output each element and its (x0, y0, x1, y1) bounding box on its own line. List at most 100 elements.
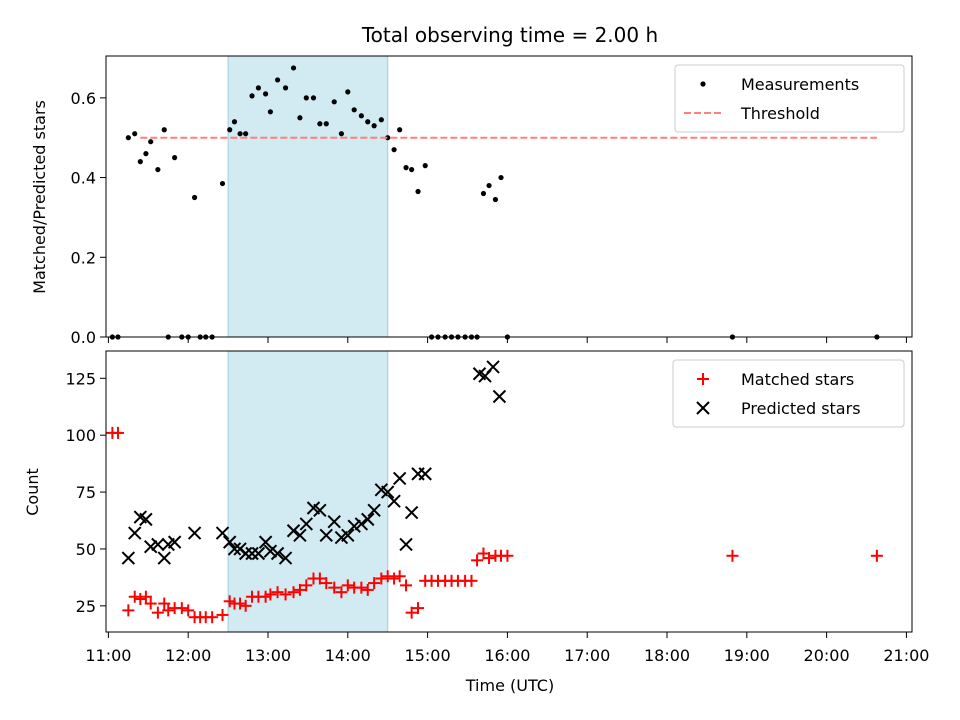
predicted-point (293, 528, 307, 543)
y-tick-label: 50 (76, 540, 96, 559)
matched-point (355, 581, 368, 594)
legend-predicted-label: Predicted stars (741, 399, 861, 418)
measurement-point (143, 151, 149, 157)
predicted-point (278, 551, 293, 565)
matched-point (393, 570, 406, 583)
y-tick-label: 125 (65, 369, 96, 388)
matched-point (206, 611, 219, 624)
bottom-y-axis-label: Count (23, 468, 42, 516)
measurement-point (249, 93, 255, 99)
predicted-point (387, 494, 401, 508)
measurement-point (422, 163, 428, 169)
top-x-ticks (107, 337, 907, 343)
predicted-point (270, 546, 285, 561)
x-tick-label: 13:00 (245, 646, 291, 665)
measurement-point (378, 117, 384, 123)
x-tick-label: 15:00 (405, 646, 451, 665)
matched-point (151, 606, 164, 619)
y-tick-label: 0.4 (71, 169, 96, 188)
matched-point (162, 604, 175, 617)
count-series (106, 360, 883, 624)
measurement-point (297, 115, 303, 121)
bottom-axes-frame (105, 350, 913, 633)
measurement-point (338, 131, 345, 137)
legend-predicted-marker (696, 401, 710, 415)
matched-point (412, 602, 425, 615)
measurement-point (267, 109, 273, 115)
matched-point (300, 579, 313, 592)
top-legend: Measurements Threshold (674, 64, 905, 133)
predicted-point (157, 551, 171, 565)
predicted-point (404, 505, 419, 520)
matched-point (341, 579, 354, 592)
matched-point (335, 586, 348, 599)
predicted-point (418, 467, 432, 481)
matched-point (471, 554, 484, 567)
matched-point (111, 426, 124, 439)
x-tick-label: 12:00 (165, 646, 211, 665)
measurement-point (397, 127, 403, 133)
predicted-point (227, 542, 242, 556)
matched-point (122, 604, 135, 617)
measurement-point (323, 121, 329, 127)
matched-point (239, 599, 252, 612)
x-tick-label: 18:00 (644, 646, 690, 665)
matched-point (361, 583, 374, 596)
predicted-point (139, 512, 153, 527)
measurement-point (358, 113, 364, 119)
matched-point (381, 570, 394, 583)
predicted-point (143, 539, 158, 554)
measurement-point (219, 180, 226, 187)
measurement-point (331, 99, 337, 105)
predicted-point (251, 546, 266, 561)
legend-measurements-marker (700, 81, 706, 87)
predicted-point (361, 512, 375, 527)
bottom-y-ticks: 25 50 75 100 125 (65, 369, 106, 616)
predicted-point (354, 517, 369, 531)
top-y-axis-label: Matched/Predicted stars (30, 100, 49, 294)
matched-point (870, 549, 883, 562)
measurement-point (237, 131, 243, 137)
measurement-point (480, 190, 487, 197)
x-tick-label: 14:00 (325, 646, 371, 665)
top-panel: Total observing time = 2.00 h 0.00.20.40… (30, 23, 913, 347)
predicted-point (286, 524, 301, 538)
highlight-span (227, 56, 389, 337)
measurement-point (498, 174, 504, 181)
measurement-point (125, 135, 131, 141)
predicted-point (299, 517, 314, 531)
measurement-point (282, 85, 289, 91)
x-tick-label: 16:00 (484, 646, 530, 665)
predicted-point (347, 519, 361, 533)
measurement-point (255, 85, 262, 91)
bottom-legend: Matched stars Predicted stars (672, 359, 905, 428)
top-legend-box (674, 64, 905, 133)
matched-point (501, 549, 514, 562)
matched-point (264, 588, 277, 601)
measurement-point (492, 196, 499, 203)
y-tick-label: 75 (76, 483, 96, 502)
matched-point (483, 552, 496, 565)
measurement-point (172, 155, 178, 161)
predicted-point (492, 389, 507, 404)
legend-measurements-label: Measurements (741, 75, 859, 94)
measurement-point (148, 139, 154, 145)
y-tick-label: 100 (65, 426, 96, 445)
predicted-point (121, 551, 136, 565)
matched-point (726, 549, 739, 562)
measurement-point (137, 159, 143, 165)
measurement-point (310, 95, 317, 101)
predicted-point (215, 526, 230, 540)
predicted-point (399, 537, 413, 552)
bottom-x-ticks: 11:00 12:00 13:00 14:00 15:00 16:00 17:00 18:00… (85, 632, 929, 665)
matched-point (279, 588, 292, 601)
bottom-legend-box (672, 359, 905, 428)
matched-point (287, 586, 300, 599)
predicted-point (238, 546, 253, 561)
predicted-point (341, 528, 355, 543)
matched-point (405, 606, 418, 619)
predicted-point (245, 546, 259, 561)
measurement-point (345, 89, 351, 95)
measurement-point (317, 121, 323, 127)
